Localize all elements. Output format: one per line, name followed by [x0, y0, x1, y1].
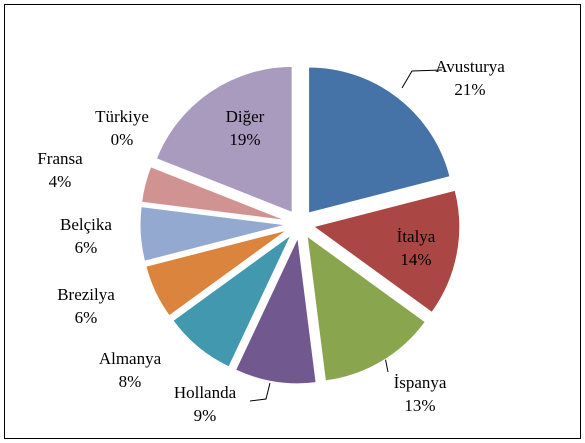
leader-line: [401, 69, 443, 89]
slice-value-label: 0%: [111, 130, 134, 149]
slice-value-label: 6%: [75, 238, 98, 257]
pie-slice: [234, 236, 317, 385]
slice-value-label: 9%: [194, 406, 217, 425]
slice-label: Hollanda: [174, 383, 237, 402]
pie-slice: [155, 65, 293, 214]
leader-line: [249, 382, 271, 402]
slice-label: Türkiye: [95, 107, 149, 126]
pie-slice: [306, 234, 426, 382]
slice-label: Diğer: [226, 107, 265, 126]
pie-slice: [172, 234, 292, 368]
pie-slice: [141, 166, 287, 222]
slice-label: Brezilya: [57, 285, 115, 304]
pie-slice: [139, 206, 287, 262]
slice-value-label: 21%: [454, 80, 485, 99]
slice-value-label: 6%: [75, 308, 98, 327]
pie-slice: [312, 189, 461, 314]
slice-value-label: 8%: [119, 372, 142, 391]
pie-slice: [308, 66, 451, 214]
pie-slice: [151, 164, 288, 220]
pie-slice: [145, 229, 288, 317]
slice-label: Avusturya: [435, 57, 505, 76]
slice-value-label: 13%: [404, 396, 435, 415]
slice-label: Fransa: [37, 149, 83, 168]
slice-value-label: 14%: [400, 250, 431, 269]
slice-label: Almanya: [99, 349, 162, 368]
slice-label: İtalya: [397, 227, 436, 246]
slice-value-label: 19%: [229, 130, 260, 149]
slice-value-label: 4%: [49, 172, 72, 191]
slice-label: Belçika: [60, 215, 112, 234]
slice-label: İspanya: [394, 373, 447, 392]
